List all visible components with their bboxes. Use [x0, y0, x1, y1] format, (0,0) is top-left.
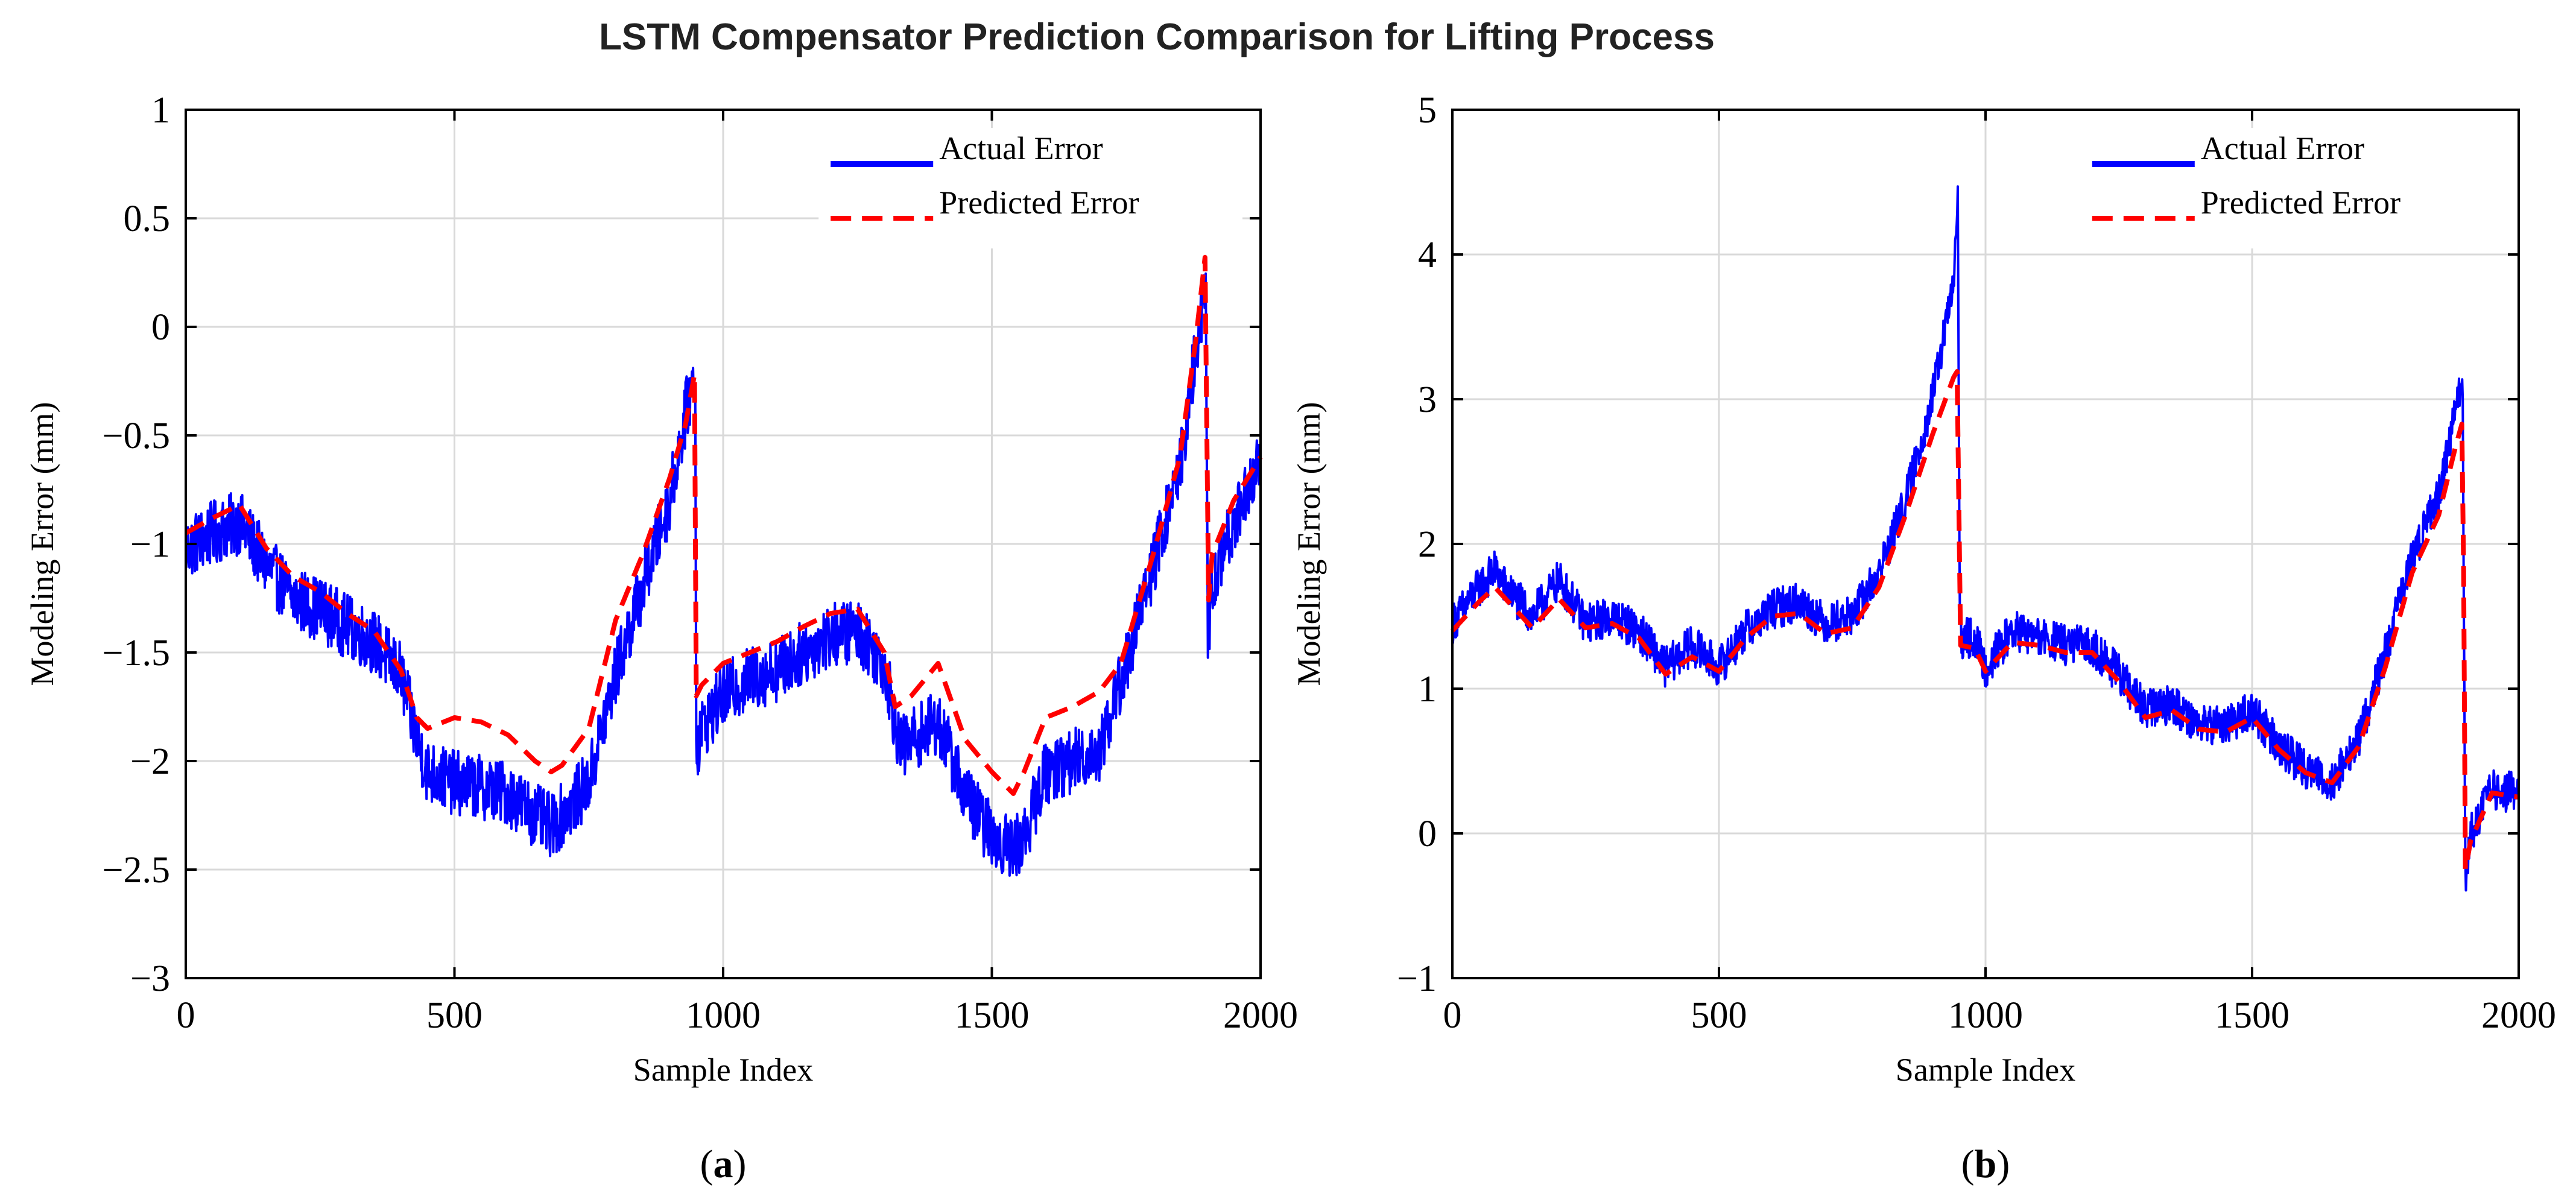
x-tick-label: 0 [1443, 995, 1462, 1036]
y-tick-label: 5 [1418, 90, 1437, 131]
y-tick-label: −3 [130, 958, 170, 999]
y-tick-label: −1 [1397, 958, 1437, 999]
x-tick-label: 1000 [686, 995, 761, 1036]
x-tick-label: 500 [426, 995, 483, 1036]
legend-box [818, 128, 1242, 248]
x-axis-label: Sample Index [633, 1052, 813, 1088]
y-tick-label: 4 [1418, 235, 1437, 276]
x-tick-label: 1500 [955, 995, 1030, 1036]
y-tick-label: 1 [1418, 669, 1437, 710]
y-tick-label: −2 [130, 741, 170, 782]
panel-label: (a) [700, 1142, 747, 1186]
actual-error-line [185, 272, 1262, 877]
x-tick-label: 1500 [2215, 995, 2290, 1036]
y-tick-label: 2 [1418, 524, 1437, 565]
y-axis-label: Modeling Error (mm) [1291, 402, 1327, 686]
predicted-error-line [1451, 369, 2520, 872]
x-tick-label: 500 [1691, 995, 1747, 1036]
x-tick-label: 2000 [2481, 995, 2556, 1036]
y-tick-label: 1 [151, 90, 170, 131]
y-tick-label: −0.5 [103, 415, 170, 456]
legend-box [2080, 128, 2501, 248]
y-tick-label: 3 [1418, 379, 1437, 420]
x-axis-label: Sample Index [1896, 1052, 2075, 1088]
y-tick-label: −2.5 [103, 850, 170, 891]
predicted-error-line [185, 254, 1263, 796]
actual-error-line [1451, 185, 2520, 892]
x-tick-label: 2000 [1223, 995, 1298, 1036]
y-tick-label: 0.5 [124, 198, 171, 239]
y-tick-label: 0 [1418, 813, 1437, 855]
x-tick-label: 0 [177, 995, 195, 1036]
y-axis-label: Modeling Error (mm) [24, 402, 60, 686]
actual-error-legend-label: Actual Error [939, 130, 1103, 166]
y-tick-label: −1.5 [103, 633, 170, 674]
actual-error-legend-label: Actual Error [2201, 130, 2364, 166]
y-tick-label: −1 [130, 524, 170, 565]
figure-title: LSTM Compensator Prediction Comparison f… [599, 16, 1715, 58]
panel-a: 0 500 1000 1500 2000 −3 −2.5 −2 −1.5 −1 −0.5 0 0.5 1 S… [24, 90, 1298, 1186]
y-tick-label: 0 [151, 307, 170, 348]
x-tick-label: 1000 [1948, 995, 2023, 1036]
panel-label: (b) [1961, 1142, 2010, 1186]
predicted-error-legend-label: Predicted Error [939, 185, 1139, 221]
predicted-error-legend-label: Predicted Error [2201, 185, 2400, 221]
